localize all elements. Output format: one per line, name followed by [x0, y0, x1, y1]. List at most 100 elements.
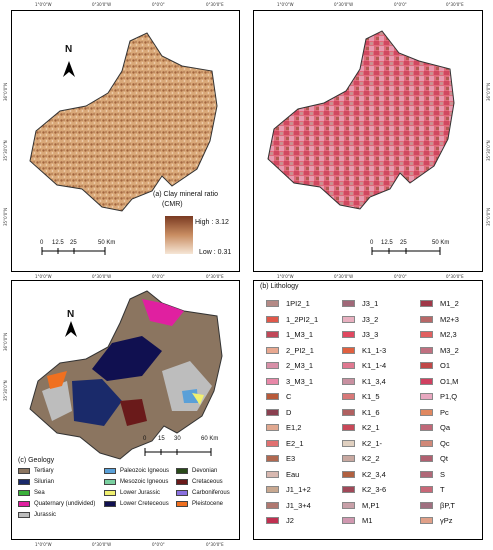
- bottom-tick-3: 0°0'0": [152, 274, 165, 279]
- lithology-legend-item: K2_2: [342, 454, 380, 463]
- lithology-legend-item: K2_3-6: [342, 485, 386, 494]
- top-tick-1: 1°0'0"W: [35, 2, 52, 7]
- lithology-label: J2: [286, 516, 294, 525]
- geology-label: Tertiary: [34, 468, 54, 474]
- lithology-legend-item: E3: [266, 454, 295, 463]
- geology-legend-item: Tertiary: [18, 468, 54, 474]
- lithology-label: 3_M3_1: [286, 376, 314, 386]
- north-arrow-c: [65, 321, 77, 337]
- lithology-label: Eau: [286, 469, 300, 479]
- geology-label: Paleozoic Igneous: [120, 468, 170, 474]
- lithology-swatch: [342, 300, 355, 307]
- lithology-legend-item: M2+3: [420, 315, 459, 324]
- lithology-swatch: [266, 362, 279, 369]
- lithology-legend-item: 1_M3_1: [266, 330, 313, 339]
- lithology-legend-item: 2_PI2_1: [266, 346, 314, 355]
- lithology-label: K2_1: [362, 423, 380, 432]
- lithology-swatch: [420, 455, 433, 462]
- lithology-legend-item: J3_3: [342, 330, 378, 339]
- geology-legend-item: Sea: [18, 490, 45, 496]
- lithology-swatch: [420, 300, 433, 307]
- lithology-legend-item: C: [266, 392, 291, 401]
- scale-c-1: 15: [158, 436, 165, 442]
- cmr-legend-title: (a) Clay mineral ratio: [153, 191, 218, 198]
- lithology-label: C: [286, 392, 292, 401]
- geology-label: Lower Jurassic: [120, 490, 161, 496]
- lithology-label: D: [286, 407, 292, 417]
- geology-swatch: [176, 501, 188, 507]
- lithology-label: Qt: [440, 454, 448, 463]
- basin-outline-a: [29, 32, 218, 212]
- lithology-legend-item: J1_1+2: [266, 485, 311, 494]
- lithology-legend-item: Pc: [420, 408, 449, 417]
- lithology-legend-item: J1_3+4: [266, 501, 311, 510]
- geology-legend-item: Silurian: [18, 479, 54, 485]
- geology-legend-item: Pleistocene: [176, 501, 223, 507]
- lithology-swatch: [266, 517, 279, 524]
- lithology-label: K2_3-6: [362, 485, 387, 494]
- lithology-label: 1PI2_1: [286, 299, 310, 308]
- scale-b-1: 12.5: [381, 240, 393, 246]
- geology-swatch: [176, 479, 188, 485]
- geology-swatch: [18, 468, 30, 474]
- lithology-swatch: [420, 501, 433, 509]
- lithology-legend-item: 1_2PI2_1: [266, 315, 318, 324]
- geology-legend-item: Mesozoic Igneous: [104, 479, 168, 485]
- lithology-swatch: [420, 346, 433, 354]
- lithology-swatch: [420, 439, 433, 447]
- lithology-legend-item: M1_2: [420, 299, 459, 308]
- top-tick-3: 0°0'0": [394, 2, 407, 7]
- geology-legend-item: Quaternary (undivided): [18, 501, 95, 507]
- lithology-swatch: [342, 393, 355, 400]
- geology-swatch: [176, 490, 188, 496]
- geology-label: Carboniferous: [192, 490, 230, 496]
- geology-swatch: [104, 490, 116, 496]
- lithology-label: E1,2: [286, 423, 302, 432]
- lithology-label: K1_6: [362, 407, 380, 417]
- lithology-label: K2_3,4: [362, 469, 386, 479]
- lithology-legend-item: 2_M3_1: [266, 361, 313, 370]
- lithology-legend-item: βP,T: [420, 501, 455, 510]
- geology-label: Sea: [34, 490, 45, 496]
- lithology-label: K1_5: [362, 392, 380, 401]
- geology-swatch: [104, 479, 116, 485]
- lithology-swatch: [342, 424, 355, 431]
- lithology-label: 2_M3_1: [286, 361, 314, 370]
- geology-legend-item: Jurassic: [18, 512, 56, 518]
- north-arrow-a: [63, 61, 75, 77]
- geology-label: Devonian: [192, 468, 218, 474]
- scale-b-3: 50 Km: [432, 240, 450, 246]
- geology-legend-item: Cretaceous: [176, 479, 223, 485]
- scale-a-2: 25: [70, 240, 77, 246]
- scale-c-0: 0: [143, 436, 147, 442]
- lithology-label: Pc: [440, 407, 449, 417]
- cmr-high-label: High : 3.12: [195, 219, 229, 226]
- lithology-swatch: [420, 470, 433, 478]
- scale-bar-c: [144, 448, 212, 456]
- lithology-label: J3_2: [362, 314, 379, 324]
- geology-swatch: [18, 479, 30, 485]
- geology-map-svg: [29, 290, 223, 460]
- lithology-label: P1,Q: [440, 392, 458, 401]
- bottom-tick-2: 0°30'0"W: [92, 274, 112, 279]
- lithology-label: T: [440, 485, 445, 494]
- lithology-swatch: [342, 362, 355, 369]
- geology-label: Cretaceous: [192, 479, 223, 485]
- lithology-label: Qc: [440, 438, 450, 448]
- lithology-label: K2_2: [362, 454, 380, 463]
- right-tick-3: 35°0'0"N: [486, 207, 491, 226]
- geology-swatch: [18, 512, 30, 518]
- lithology-swatch: [266, 331, 279, 338]
- lithology-legend-item: K1_6: [342, 408, 380, 417]
- bottom-tick-4: 0°30'0"E: [206, 274, 224, 279]
- lithology-swatch: [266, 346, 279, 354]
- geology-label: Jurassic: [34, 512, 57, 518]
- lithology-swatch: [342, 331, 355, 338]
- lithology-label: βP,T: [440, 500, 456, 510]
- lithology-swatch: [420, 424, 433, 431]
- lithology-swatch: [266, 300, 279, 307]
- lithology-label: J1_3+4: [286, 500, 311, 510]
- scale-c-3: 60 Km: [201, 436, 219, 442]
- lithology-swatch: [420, 408, 433, 416]
- lithology-label: K1_1-3: [362, 345, 387, 355]
